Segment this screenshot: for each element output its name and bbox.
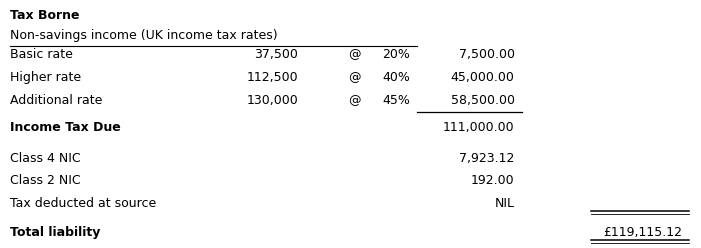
Text: 111,000.00: 111,000.00 (443, 121, 515, 134)
Text: 20%: 20% (382, 48, 410, 62)
Text: Class 4 NIC: Class 4 NIC (10, 152, 81, 165)
Text: @: @ (348, 48, 360, 62)
Text: @: @ (348, 71, 360, 84)
Text: Tax deducted at source: Tax deducted at source (10, 197, 156, 210)
Text: Additional rate: Additional rate (10, 93, 102, 107)
Text: NIL: NIL (495, 197, 515, 210)
Text: Basic rate: Basic rate (10, 48, 73, 62)
Text: Total liability: Total liability (10, 225, 100, 239)
Text: @: @ (348, 93, 360, 107)
Text: 112,500: 112,500 (247, 71, 298, 84)
Text: 130,000: 130,000 (246, 93, 298, 107)
Text: 40%: 40% (382, 71, 410, 84)
Text: 7,500.00: 7,500.00 (458, 48, 515, 62)
Text: 37,500: 37,500 (254, 48, 298, 62)
Text: 45,000.00: 45,000.00 (451, 71, 515, 84)
Text: 7,923.12: 7,923.12 (459, 152, 515, 165)
Text: Tax Borne: Tax Borne (10, 9, 79, 22)
Text: Income Tax Due: Income Tax Due (10, 121, 121, 134)
Text: Non-savings income (UK income tax rates): Non-savings income (UK income tax rates) (10, 29, 278, 42)
Text: Higher rate: Higher rate (10, 71, 81, 84)
Text: 58,500.00: 58,500.00 (451, 93, 515, 107)
Text: £119,115.12: £119,115.12 (603, 225, 682, 239)
Text: 45%: 45% (382, 93, 410, 107)
Text: 192.00: 192.00 (471, 174, 515, 187)
Text: Class 2 NIC: Class 2 NIC (10, 174, 81, 187)
